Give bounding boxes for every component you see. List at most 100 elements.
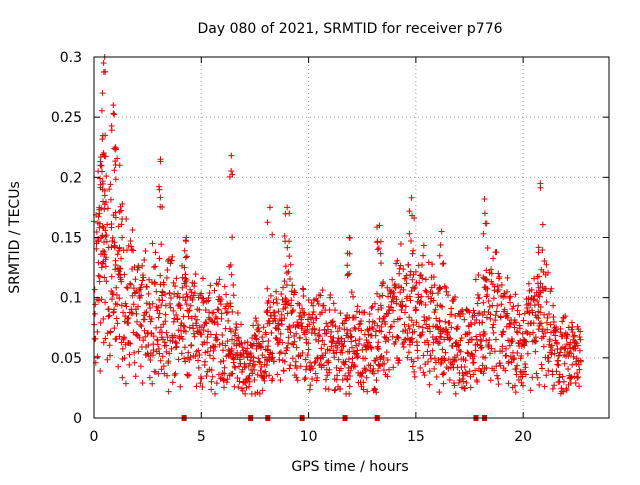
data-point: [102, 299, 109, 306]
data-point: [380, 279, 387, 286]
data-point: [561, 360, 568, 367]
data-point: [122, 300, 129, 307]
data-point: [374, 343, 381, 350]
data-point: [531, 275, 538, 282]
data-point: [410, 247, 417, 254]
data-point: [263, 373, 270, 380]
data-point: [160, 363, 167, 370]
data-point: [140, 337, 147, 344]
data-point: [308, 316, 315, 323]
data-point: [483, 267, 490, 274]
data-point: [178, 350, 185, 357]
data-point: [457, 348, 464, 355]
data-point: [511, 324, 518, 331]
data-point: [540, 343, 547, 350]
data-point: [465, 339, 472, 346]
data-point: [108, 244, 115, 251]
data-point: [545, 367, 552, 374]
data-point: [223, 309, 230, 316]
data-point: [181, 323, 188, 330]
data-point: [253, 336, 260, 343]
data-point: [496, 359, 503, 366]
data-point: [436, 339, 443, 346]
data-point: [320, 354, 327, 361]
data-point: [156, 350, 163, 357]
data-point: [103, 278, 110, 285]
data-point: [287, 302, 294, 309]
data-point: [97, 158, 104, 165]
data-point: [103, 173, 110, 180]
data-point: [441, 357, 448, 364]
data-point: [256, 358, 263, 365]
data-point: [104, 330, 111, 337]
data-point: [344, 262, 351, 269]
x-tick-label: 0: [90, 429, 99, 445]
data-point: [404, 330, 411, 337]
data-point: [221, 283, 228, 290]
data-point: [337, 386, 344, 393]
data-point: [118, 221, 125, 228]
data-point: [329, 338, 336, 345]
data-point: [390, 364, 397, 371]
data-point: [152, 263, 159, 270]
data-point: [320, 302, 327, 309]
data-point: [99, 223, 106, 230]
data-point: [461, 364, 468, 371]
data-point: [349, 344, 356, 351]
data-point: [539, 247, 546, 254]
data-point: [164, 334, 171, 341]
data-point: [227, 328, 234, 335]
data-point: [192, 313, 199, 320]
data-point: [508, 338, 515, 345]
data-point: [513, 371, 520, 378]
data-point: [390, 318, 397, 325]
data-point: [278, 290, 285, 297]
data-point: [116, 208, 123, 215]
data-point: [296, 313, 303, 320]
data-point: [223, 379, 230, 386]
data-point: [196, 352, 203, 359]
data-point: [490, 295, 497, 302]
data-point: [184, 307, 191, 314]
data-point: [285, 268, 292, 275]
data-point: [430, 339, 437, 346]
data-point: [503, 345, 509, 352]
data-point: [443, 288, 450, 295]
data-point: [210, 355, 217, 362]
data-point: [184, 372, 191, 379]
data-point: [442, 349, 449, 356]
data-point: [306, 321, 313, 328]
data-point: [184, 293, 191, 300]
data-point: [158, 241, 165, 248]
data-point: [418, 331, 425, 338]
data-point: [504, 274, 511, 281]
data-point: [535, 315, 542, 322]
data-point: [231, 332, 238, 339]
data-point: [492, 317, 499, 324]
data-point: [172, 339, 179, 346]
data-point: [96, 204, 103, 211]
data-point: [124, 315, 131, 322]
data-point: [344, 272, 351, 279]
data-point: [215, 371, 222, 378]
x-tick-label: 20: [514, 429, 532, 445]
data-point: [300, 309, 307, 316]
data-point: [294, 377, 301, 384]
data-point: [574, 342, 581, 349]
data-point: [166, 350, 173, 357]
data-point: [394, 257, 401, 264]
data-point: [268, 329, 275, 336]
data-point: [419, 261, 426, 268]
data-point: [157, 203, 164, 210]
data-point: [505, 337, 512, 344]
data-point: [311, 330, 318, 337]
data-point: [153, 324, 160, 331]
data-point: [408, 317, 415, 324]
data-point: [519, 373, 526, 380]
data-point: [346, 383, 353, 390]
data-point: [137, 284, 144, 291]
data-point: [396, 315, 403, 322]
data-point: [415, 294, 422, 301]
data-point: [362, 355, 369, 362]
data-point: [363, 374, 370, 381]
